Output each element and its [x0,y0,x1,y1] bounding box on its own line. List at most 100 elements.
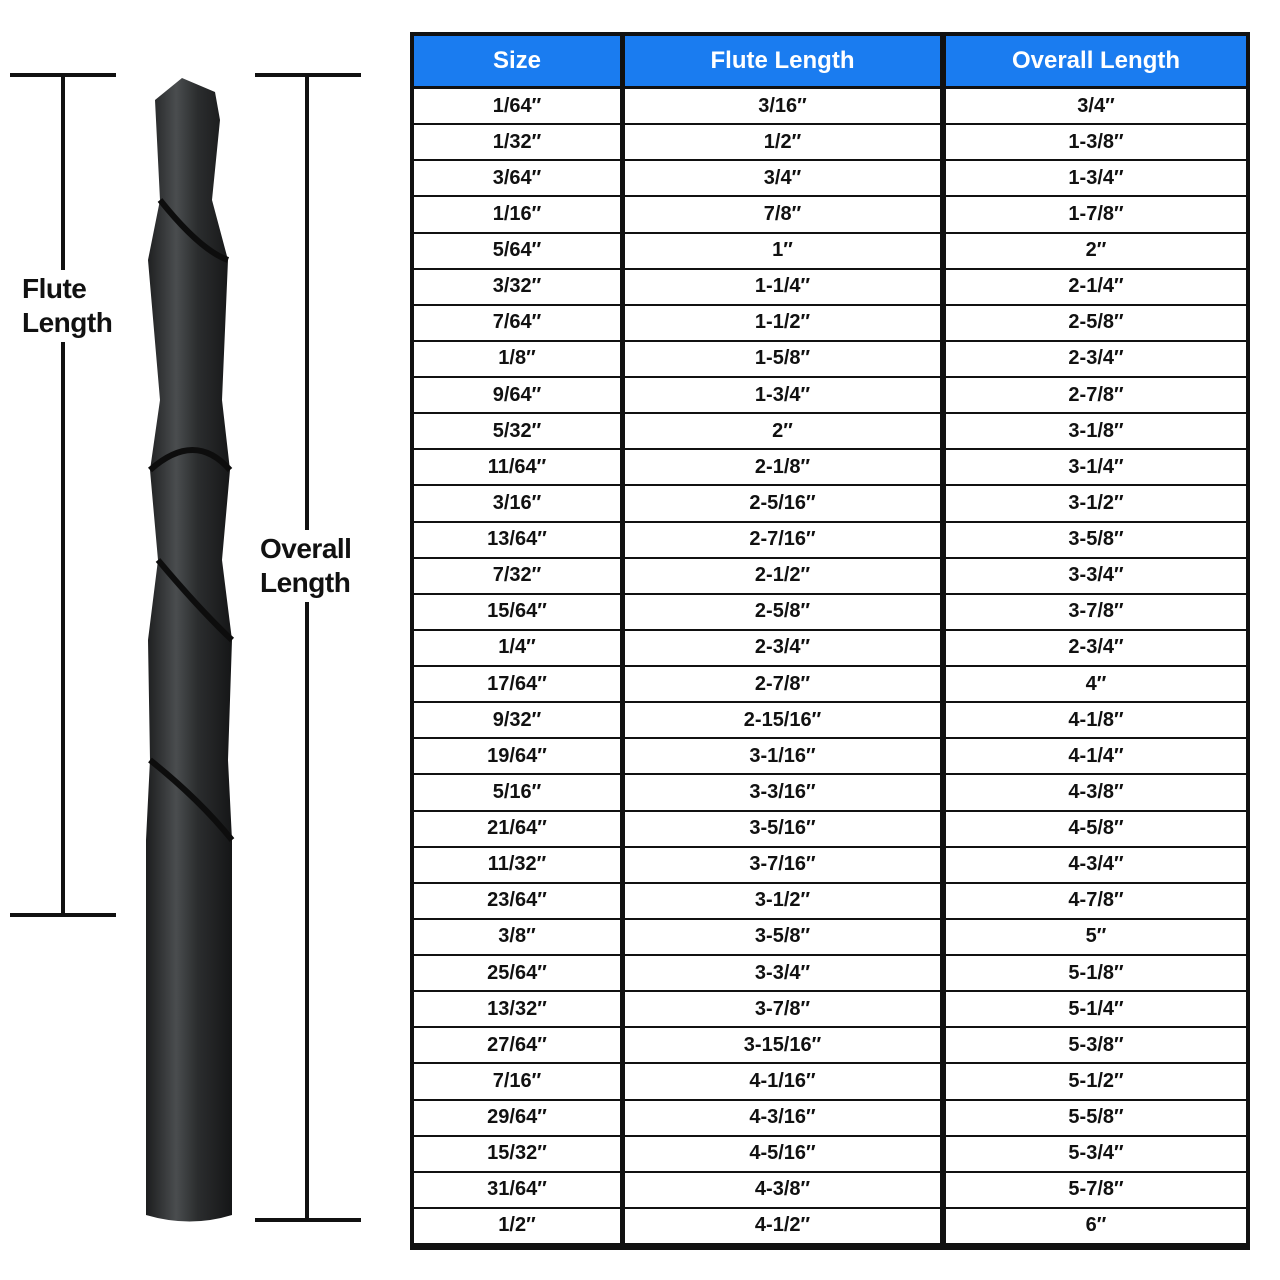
cell-flute-length: 2″ [625,414,940,449]
cell-flute-length: 3/16″ [625,89,940,124]
cell-overall-length: 2-1/4″ [946,269,1246,304]
cell-flute-length: 3-15/16″ [625,1028,940,1063]
cell-overall-length: 2″ [946,233,1246,268]
cell-overall-length: 4-7/8″ [946,883,1246,918]
cell-overall-length: 4-1/4″ [946,739,1246,774]
cell-overall-length: 6″ [946,1208,1246,1243]
cell-overall-length: 2-7/8″ [946,378,1246,413]
cell-overall-length: 4-1/8″ [946,703,1246,738]
cell-size: 1/2″ [414,1208,620,1243]
flute-label-line1: Flute [22,273,87,304]
cell-flute-length: 3-5/16″ [625,811,940,846]
cell-size: 27/64″ [414,1028,620,1063]
cell-size: 7/16″ [414,1064,620,1099]
cell-overall-length: 2-5/8″ [946,305,1246,340]
cell-overall-length: 5-7/8″ [946,1172,1246,1207]
cell-size: 31/64″ [414,1172,620,1207]
cell-flute-length: 4-3/8″ [625,1172,940,1207]
flute-dimension-line [61,75,65,915]
cell-size: 13/64″ [414,522,620,557]
cell-flute-length: 1/2″ [625,125,940,160]
cell-size: 9/64″ [414,378,620,413]
cell-flute-length: 4-1/2″ [625,1208,940,1243]
cell-size: 9/32″ [414,703,620,738]
cell-overall-length: 4-5/8″ [946,811,1246,846]
cell-flute-length: 2-1/2″ [625,558,940,593]
cell-flute-length: 1-5/8″ [625,341,940,376]
cell-flute-length: 2-15/16″ [625,703,940,738]
cell-flute-length: 4-3/16″ [625,1100,940,1135]
cell-overall-length: 1-3/8″ [946,125,1246,160]
overall-label-line1: Overall [260,533,352,564]
cell-overall-length: 4-3/8″ [946,775,1246,810]
cell-size: 19/64″ [414,739,620,774]
cell-size: 1/16″ [414,197,620,232]
cell-size: 3/64″ [414,161,620,196]
cell-overall-length: 1-7/8″ [946,197,1246,232]
cell-size: 29/64″ [414,1100,620,1135]
cell-size: 1/64″ [414,89,620,124]
cell-overall-length: 5-1/8″ [946,956,1246,991]
cell-overall-length: 4-3/4″ [946,847,1246,882]
cell-size: 5/64″ [414,233,620,268]
cell-flute-length: 2-7/16″ [625,522,940,557]
cell-flute-length: 3-7/16″ [625,847,940,882]
cell-overall-length: 5-1/4″ [946,992,1246,1027]
cell-size: 23/64″ [414,883,620,918]
cell-flute-length: 4-1/16″ [625,1064,940,1099]
cell-overall-length: 2-3/4″ [946,630,1246,665]
flute-dimension-bottom-tick [10,913,116,917]
cell-overall-length: 3-1/8″ [946,414,1246,449]
cell-overall-length: 4″ [946,667,1246,702]
cell-size: 3/32″ [414,269,620,304]
cell-overall-length: 3-1/4″ [946,450,1246,485]
cell-overall-length: 3-5/8″ [946,522,1246,557]
cell-flute-length: 3-5/8″ [625,919,940,954]
cell-overall-length: 5-5/8″ [946,1100,1246,1135]
cell-size: 7/32″ [414,558,620,593]
cell-size: 1/4″ [414,630,620,665]
cell-overall-length: 3/4″ [946,89,1246,124]
cell-flute-length: 2-5/16″ [625,486,940,521]
cell-flute-length: 4-5/16″ [625,1136,940,1171]
cell-overall-length: 5-1/2″ [946,1064,1246,1099]
overall-dimension-line [305,75,309,1220]
cell-size: 5/16″ [414,775,620,810]
overall-label-line2: Length [260,567,351,598]
cell-flute-length: 3-3/16″ [625,775,940,810]
overall-dimension-bottom-tick [255,1218,361,1222]
header-flute-length: Flute Length [625,36,940,86]
cell-overall-length: 5-3/8″ [946,1028,1246,1063]
cell-flute-length: 1-1/2″ [625,305,940,340]
cell-flute-length: 2-1/8″ [625,450,940,485]
cell-flute-length: 1-1/4″ [625,269,940,304]
cell-size: 11/64″ [414,450,620,485]
cell-size: 15/64″ [414,594,620,629]
drill-bit-image [146,78,235,1222]
cell-overall-length: 3-1/2″ [946,486,1246,521]
cell-size: 3/8″ [414,919,620,954]
cell-size: 7/64″ [414,305,620,340]
header-overall-length: Overall Length [946,36,1246,86]
overall-length-label: Overall Length [260,530,352,602]
cell-flute-length: 3-7/8″ [625,992,940,1027]
cell-flute-length: 1-3/4″ [625,378,940,413]
cell-size: 5/32″ [414,414,620,449]
cell-flute-length: 1″ [625,233,940,268]
flute-label-line2: Length [22,307,113,338]
cell-flute-length: 2-5/8″ [625,594,940,629]
drill-size-table: Size Flute Length Overall Length 1/64″ 3/16″… [410,32,1250,1250]
cell-overall-length: 5-3/4″ [946,1136,1246,1171]
cell-overall-length: 2-3/4″ [946,341,1246,376]
cell-overall-length: 3-7/8″ [946,594,1246,629]
cell-overall-length: 3-3/4″ [946,558,1246,593]
cell-overall-length: 1-3/4″ [946,161,1246,196]
header-size: Size [414,36,620,86]
flute-length-label: Flute Length [22,270,113,342]
cell-size: 17/64″ [414,667,620,702]
cell-overall-length: 5″ [946,919,1246,954]
cell-flute-length: 3/4″ [625,161,940,196]
cell-size: 15/32″ [414,1136,620,1171]
cell-flute-length: 7/8″ [625,197,940,232]
cell-size: 1/32″ [414,125,620,160]
